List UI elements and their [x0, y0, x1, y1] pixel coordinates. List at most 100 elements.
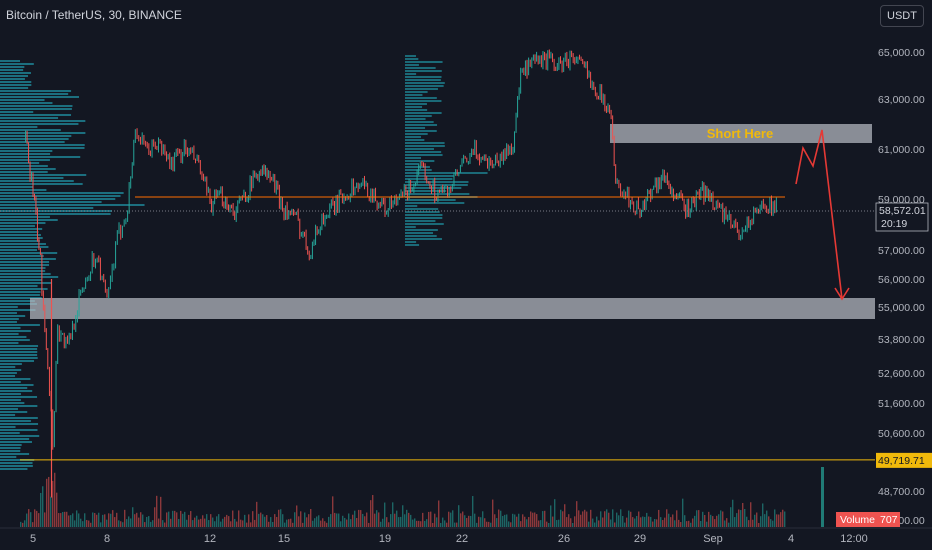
volume-bar: [566, 517, 568, 527]
profile-bar: [0, 402, 25, 404]
volume-bar: [274, 514, 276, 527]
profile-bar: [0, 240, 40, 242]
volume-bar: [40, 492, 42, 527]
profile-bar: [405, 199, 456, 201]
volume-bar: [22, 522, 24, 527]
volume-bar: [732, 499, 734, 527]
profile-bar: [0, 279, 42, 281]
volume-bar: [676, 510, 678, 527]
volume-bar: [318, 515, 320, 527]
profile-bar: [405, 58, 419, 60]
profile-bar: [0, 171, 48, 173]
projection-path: [795, 129, 843, 300]
horizontal-lines: [0, 196, 875, 461]
profile-bar: [405, 193, 470, 195]
volume-bar: [466, 517, 468, 527]
volume-bar: [622, 516, 624, 527]
profile-bar: [0, 396, 38, 398]
volume-bar: [338, 513, 340, 527]
volume-bar: [594, 522, 596, 527]
volume-bar: [322, 518, 324, 527]
volume-bar: [782, 509, 784, 527]
volume-bar: [118, 520, 120, 527]
profile-bar: [405, 133, 428, 135]
profile-bar: [0, 138, 69, 140]
volume-bar: [660, 517, 662, 527]
volume-bar: [616, 512, 618, 527]
price-tick-label: 51,600.00: [878, 398, 925, 410]
volume-bar: [36, 510, 38, 527]
volume-bar: [334, 512, 336, 527]
profile-bar: [0, 456, 17, 458]
volume-bar: [432, 522, 434, 527]
volume-bar: [524, 516, 526, 527]
profile-bar: [405, 181, 469, 183]
profile-bar: [0, 93, 69, 95]
volume-bar: [598, 520, 600, 527]
time-tick-label: Sep: [703, 533, 723, 545]
volume-bar: [760, 516, 762, 527]
volume-bar: [28, 509, 30, 527]
volume-bar: [108, 513, 110, 527]
profile-bar: [0, 303, 37, 305]
volume-bar: [54, 472, 56, 527]
volume-bar: [290, 518, 292, 527]
volume-bar: [438, 500, 440, 527]
profile-bar: [405, 82, 445, 84]
volume-bar: [50, 496, 52, 527]
volume-bar: [522, 514, 524, 527]
volume-bar: [332, 496, 334, 527]
volume-bar: [686, 521, 688, 527]
volume-bar: [120, 521, 122, 527]
profile-bar: [405, 139, 425, 141]
volume-bar: [156, 495, 158, 527]
volume-bar: [112, 510, 114, 527]
price-tick-label: 50,600.00: [878, 428, 925, 440]
profile-bar: [0, 333, 19, 335]
volume-bar: [368, 522, 370, 527]
currency-button[interactable]: USDT: [880, 5, 924, 27]
profile-bar: [0, 150, 53, 152]
volume-bar: [178, 519, 180, 527]
volume-bar: [60, 513, 62, 527]
profile-bar: [0, 201, 102, 203]
volume-bar: [640, 517, 642, 527]
volume-bar: [734, 517, 736, 527]
volume-bar: [530, 511, 532, 527]
volume-bar: [62, 511, 64, 527]
profile-bar: [0, 207, 94, 209]
volume-bar: [298, 516, 300, 527]
volume-bar: [708, 511, 710, 527]
volume-bar: [448, 511, 450, 527]
volume-bar: [220, 521, 222, 527]
volume-bar: [670, 517, 672, 527]
volume-bar: [342, 515, 344, 527]
volume-bar: [394, 513, 396, 527]
volume-bar: [30, 512, 32, 527]
price-tick-label: 52,600.00: [878, 368, 925, 380]
profile-bar: [0, 216, 50, 218]
profile-bar: [405, 100, 442, 102]
volume-bar: [364, 516, 366, 527]
profile-bar: [405, 79, 441, 81]
volume-bar: [190, 511, 192, 527]
profile-bar: [405, 76, 442, 78]
profile-bar: [405, 160, 435, 162]
profile-bar: [405, 121, 434, 123]
volume-bar: [160, 496, 162, 527]
volume-bar: [504, 514, 506, 527]
volume-bar: [240, 519, 242, 527]
volume-bar: [512, 513, 514, 527]
profile-bar: [0, 174, 87, 176]
profile-bar: [0, 411, 28, 413]
profile-bar: [0, 309, 36, 311]
price-tick-label: 56,000.00: [878, 274, 925, 286]
level-tag-value: 49,719.71: [878, 455, 925, 467]
volume-bar: [102, 514, 104, 527]
volume-bar: [270, 517, 272, 527]
last-price-tag: [875, 202, 929, 232]
volume-bar: [540, 520, 542, 527]
profile-bar: [0, 183, 83, 185]
volume-bar: [200, 518, 202, 527]
